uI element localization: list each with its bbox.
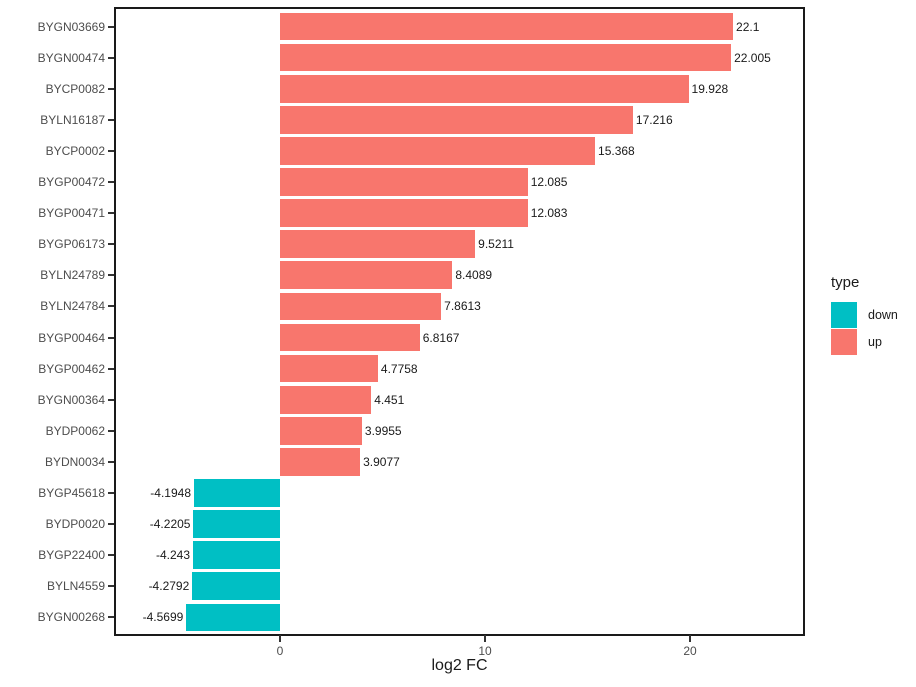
y-axis-tick <box>108 274 114 277</box>
y-axis-tick <box>108 149 114 152</box>
y-axis-label: BYLN16187 <box>40 112 105 127</box>
bar-up <box>280 385 372 414</box>
y-axis-label: BYGP00464 <box>38 330 105 345</box>
y-axis-tick <box>108 118 114 121</box>
x-axis-title: log2 FC <box>431 657 488 674</box>
bar-value-label: 22.1 <box>736 19 760 34</box>
bar-up <box>280 261 453 290</box>
legend-entries: down up <box>831 301 898 355</box>
y-axis-tick <box>108 243 114 246</box>
legend-swatch-down <box>831 301 857 328</box>
bar-value-label: 22.005 <box>734 50 771 65</box>
legend-entry-up: up <box>831 328 898 355</box>
y-axis-label: BYGP45618 <box>38 486 105 500</box>
y-axis-tick <box>108 25 114 28</box>
x-axis-tick <box>279 635 281 642</box>
bar-value-label: 3.9077 <box>363 454 400 469</box>
bar-value-label: 4.451 <box>374 392 405 407</box>
y-axis-label: BYDN0034 <box>44 454 105 469</box>
bar-up <box>280 137 596 165</box>
bar-up <box>280 416 362 445</box>
y-axis-label: BYGP00462 <box>38 361 105 376</box>
y-axis-label: BYCP0002 <box>45 143 105 158</box>
y-axis-label: BYDP0020 <box>45 517 105 532</box>
y-axis-label: BYCP0082 <box>45 81 105 96</box>
bar-up <box>280 168 528 196</box>
y-axis-label: BYGP00471 <box>38 206 105 221</box>
x-axis-tick-label: 20 <box>683 644 697 658</box>
bar-up <box>280 292 442 321</box>
bar-value-label: 9.5211 <box>478 237 514 252</box>
y-axis-label: BYGP22400 <box>38 548 105 563</box>
bar-down <box>193 541 280 570</box>
bar-down <box>194 479 280 507</box>
bar-value-label: 6.8167 <box>422 330 460 345</box>
y-axis-label: BYGN03669 <box>37 19 105 34</box>
bar-up <box>280 230 476 259</box>
bar-down <box>186 603 280 632</box>
bar-up <box>280 199 528 227</box>
legend: type down up <box>831 274 898 355</box>
y-axis-tick <box>108 616 114 619</box>
legend-swatch-up <box>831 328 857 355</box>
x-axis-tick-label: 10 <box>478 644 492 658</box>
bar-value-label: 4.7758 <box>380 361 418 376</box>
bar-value-label: 12.083 <box>530 206 568 221</box>
bar-down <box>193 510 280 538</box>
y-axis-label: BYGP00472 <box>38 175 105 189</box>
x-axis-tick <box>484 635 486 642</box>
y-axis-tick <box>108 429 114 432</box>
y-axis-label: BYGN00268 <box>37 610 105 625</box>
y-axis-label: BYLN4559 <box>46 579 105 594</box>
legend-title: type <box>831 274 860 291</box>
y-axis-tick <box>108 585 114 588</box>
bar-value-label: 15.368 <box>598 143 635 158</box>
bar-value-label: 8.4089 <box>455 268 493 283</box>
bar-value-label: -4.2792 <box>148 579 190 594</box>
y-axis-tick <box>108 181 114 183</box>
y-axis-tick <box>108 87 114 90</box>
bar-value-label: -4.2205 <box>149 517 191 532</box>
bar-up <box>280 448 361 476</box>
bar-value-label: 17.216 <box>635 112 673 127</box>
bar-value-label: 7.8613 <box>444 299 481 314</box>
y-axis-tick <box>108 523 114 526</box>
y-axis-label: BYLN24784 <box>40 299 105 314</box>
y-axis-tick <box>108 56 114 59</box>
bar-value-label: -4.5699 <box>142 610 184 625</box>
y-axis-label: BYDP0062 <box>45 423 105 438</box>
legend-entry-label: up <box>868 334 882 349</box>
bar-value-label: 12.085 <box>530 175 568 189</box>
y-axis-tick <box>108 554 114 557</box>
bar-value-label: 3.9955 <box>364 423 402 438</box>
y-axis-tick <box>108 305 114 308</box>
legend-entry-down: down <box>831 301 898 328</box>
bar-up <box>280 43 732 72</box>
x-axis-tick <box>689 635 691 642</box>
bar-up <box>280 74 689 103</box>
y-axis-tick <box>108 336 114 339</box>
y-axis-tick <box>108 492 114 494</box>
bar-up <box>280 12 734 41</box>
bar-down <box>192 572 280 601</box>
y-axis-tick <box>108 212 114 215</box>
bar-up <box>280 323 420 352</box>
bar-value-label: -4.1948 <box>150 486 191 500</box>
y-axis-label: BYGN00474 <box>37 50 105 65</box>
y-axis-label: BYGN00364 <box>37 392 105 407</box>
x-axis-tick-label: 0 <box>276 644 284 658</box>
y-axis-tick <box>108 460 114 463</box>
y-axis-tick <box>108 398 114 401</box>
bar-up <box>280 354 378 383</box>
bar-value-label: 19.928 <box>691 81 729 96</box>
y-axis-label: BYGP06173 <box>38 237 105 252</box>
bar-up <box>280 105 633 134</box>
y-axis-tick <box>108 367 114 370</box>
bar-value-label: -4.243 <box>155 548 191 563</box>
y-axis-label: BYLN24789 <box>40 268 105 283</box>
legend-entry-label: down <box>868 307 898 322</box>
